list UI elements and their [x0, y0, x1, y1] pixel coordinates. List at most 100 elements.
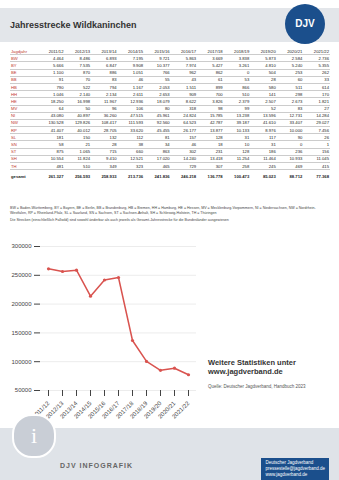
html-text:909: 909 — [189, 91, 197, 97]
html-text:Jagdjahr: Jagdjahr — [11, 48, 28, 54]
svg-text:2018/19: 2018/19 — [129, 400, 149, 420]
html-text:1.100: 1.100 — [53, 70, 64, 76]
html-text:962: 962 — [189, 70, 197, 76]
html-text:DJV: DJV — [295, 18, 315, 29]
html-text:794: 794 — [109, 84, 117, 90]
html-text:HH: HH — [11, 91, 18, 97]
html-text:91: 91 — [58, 77, 64, 83]
svg-text:2020/21: 2020/21 — [157, 400, 177, 420]
html-text:2018/19: 2018/19 — [234, 48, 250, 54]
html-text:BB: BB — [11, 77, 17, 83]
html-text:5.863: 5.863 — [185, 55, 197, 61]
html-text:614: 614 — [322, 84, 329, 90]
svg-text:250000: 250000 — [11, 272, 32, 278]
html-text:899: 899 — [215, 84, 223, 90]
svg-text:2012/13: 2012/13 — [45, 400, 65, 420]
html-text:3.826: 3.826 — [212, 98, 223, 104]
html-text:2013/14: 2013/14 — [101, 48, 117, 54]
html-text:3.838: 3.838 — [238, 55, 250, 61]
html-text:www.jagdverband.de: www.jagdverband.de — [208, 367, 283, 377]
html-text:2019/20: 2019/20 — [260, 48, 276, 54]
html-text:12.936: 12.936 — [130, 98, 144, 104]
svg-text:2015/16: 2015/16 — [87, 400, 107, 420]
html-text:870: 870 — [83, 70, 90, 76]
html-text:BW: BW — [11, 55, 18, 61]
html-text:5.873: 5.873 — [265, 55, 276, 61]
html-text:766: 766 — [162, 70, 170, 76]
svg-text:2017/18: 2017/18 — [115, 400, 135, 420]
html-text:2.611: 2.611 — [132, 91, 144, 97]
html-text:2012/13: 2012/13 — [74, 48, 90, 54]
svg-text:2016/17: 2016/17 — [101, 400, 121, 420]
html-text:862: 862 — [215, 70, 223, 76]
html-text:2016/17: 2016/17 — [181, 48, 197, 54]
html-text:2.736: 2.736 — [318, 55, 329, 61]
html-text:700: 700 — [215, 91, 223, 97]
html-text:HE: HE — [11, 98, 17, 104]
svg-text:150000: 150000 — [11, 330, 32, 336]
svg-text:2013/14: 2013/14 — [59, 400, 79, 420]
html-text:46: 46 — [138, 77, 144, 83]
html-text:83: 83 — [111, 77, 117, 83]
html-text:2017/18: 2017/18 — [207, 48, 223, 54]
html-text:504: 504 — [268, 70, 276, 76]
svg-text:2011/12: 2011/12 — [31, 400, 51, 420]
html-text:2.584: 2.584 — [291, 55, 303, 61]
html-text:170: 170 — [322, 91, 329, 97]
html-text:18.079: 18.079 — [156, 98, 170, 104]
html-text:HB: HB — [11, 84, 17, 90]
svg-text:2014/15: 2014/15 — [73, 400, 93, 420]
html-text:1.167: 1.167 — [132, 84, 144, 90]
html-text:i: i — [30, 423, 38, 448]
html-text:4.464: 4.464 — [53, 55, 64, 61]
html-text:16.998: 16.998 — [77, 98, 90, 104]
html-text:2.653: 2.653 — [159, 91, 170, 97]
html-text:7.195: 7.195 — [132, 55, 144, 61]
html-text:262: 262 — [322, 70, 329, 76]
html-text:11.967: 11.967 — [104, 98, 117, 104]
html-text:Jahresstrecke Wildkaninchen: Jahresstrecke Wildkaninchen — [10, 20, 137, 30]
html-text:510: 510 — [242, 91, 250, 97]
html-text:1.051: 1.051 — [132, 70, 144, 76]
html-text:1.046: 1.046 — [53, 91, 64, 97]
html-text:2015/16: 2015/16 — [154, 48, 170, 54]
html-text:2020/21: 2020/21 — [287, 48, 303, 54]
html-text:BE: BE — [11, 70, 17, 76]
svg-text:50000: 50000 — [15, 387, 32, 393]
html-text:2.053: 2.053 — [159, 84, 170, 90]
html-text:60: 60 — [297, 77, 303, 83]
html-text:BW = Baden-Württemberg, BY = B: BW = Baden-Württemberg, BY = Bayern, BE … — [10, 206, 316, 215]
html-text:DJV INFOGRAFIK: DJV INFOGRAFIK — [60, 462, 134, 469]
svg-text:300000: 300000 — [11, 243, 32, 249]
html-text:1.511: 1.511 — [186, 84, 197, 90]
html-text:2.379: 2.379 — [238, 98, 250, 104]
html-text:8.622: 8.622 — [185, 98, 197, 104]
html-text:9.721: 9.721 — [159, 55, 170, 61]
svg-text:2021/22: 2021/22 — [171, 400, 191, 420]
svg-text:200000: 200000 — [11, 301, 32, 307]
html-text:6.893: 6.893 — [106, 55, 117, 61]
html-text:866: 866 — [242, 84, 250, 90]
html-text:886: 886 — [109, 70, 117, 76]
html-text:141: 141 — [268, 91, 276, 97]
html-text:790: 790 — [56, 84, 64, 90]
html-text:2021/22: 2021/22 — [313, 48, 329, 54]
html-text:43: 43 — [191, 77, 197, 83]
html-text:Weitere Statistiken unter: Weitere Statistiken unter — [208, 358, 296, 367]
html-text:53: 53 — [244, 77, 250, 83]
html-text:522: 522 — [83, 84, 90, 90]
html-text:511: 511 — [295, 84, 303, 90]
html-text:18.250: 18.250 — [50, 98, 64, 104]
html-text:298: 298 — [295, 91, 303, 97]
svg-text:2019/20: 2019/20 — [143, 400, 163, 420]
html-text:3.669: 3.669 — [212, 55, 223, 61]
html-text:2.140: 2.140 — [79, 91, 90, 97]
html-text:253: 253 — [295, 70, 303, 76]
html-text:2.134: 2.134 — [106, 91, 117, 97]
svg-text:100000: 100000 — [11, 359, 32, 365]
html-text:580: 580 — [268, 84, 276, 90]
html-text:2014/15: 2014/15 — [128, 48, 144, 54]
html-text:2.507: 2.507 — [265, 98, 276, 104]
html-text:2011/12: 2011/12 — [48, 48, 64, 54]
html-text:8.486: 8.486 — [79, 55, 90, 61]
